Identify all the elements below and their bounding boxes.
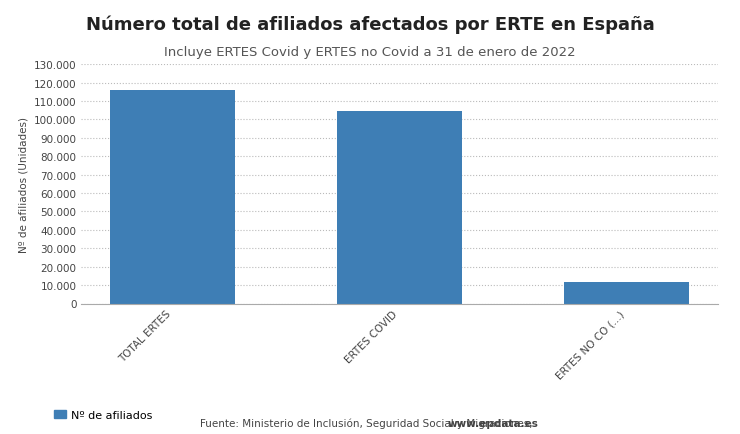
Bar	[110, 91, 235, 304]
Y-axis label: Nº de afiliados (Unidades): Nº de afiliados (Unidades)	[18, 117, 28, 252]
Text: Incluye ERTES Covid y ERTES no Covid a 31 de enero de 2022: Incluye ERTES Covid y ERTES no Covid a 3…	[164, 46, 576, 59]
Legend: Nº de afiliados: Nº de afiliados	[50, 405, 157, 424]
Text: www.epdata.es: www.epdata.es	[448, 418, 539, 428]
Bar	[337, 112, 462, 304]
Bar	[564, 283, 689, 304]
Text: Fuente: Ministerio de Inclusión, Seguridad Social y Migraciones,: Fuente: Ministerio de Inclusión, Segurid…	[200, 418, 536, 428]
Text: Número total de afiliados afectados por ERTE en España: Número total de afiliados afectados por …	[86, 15, 654, 34]
